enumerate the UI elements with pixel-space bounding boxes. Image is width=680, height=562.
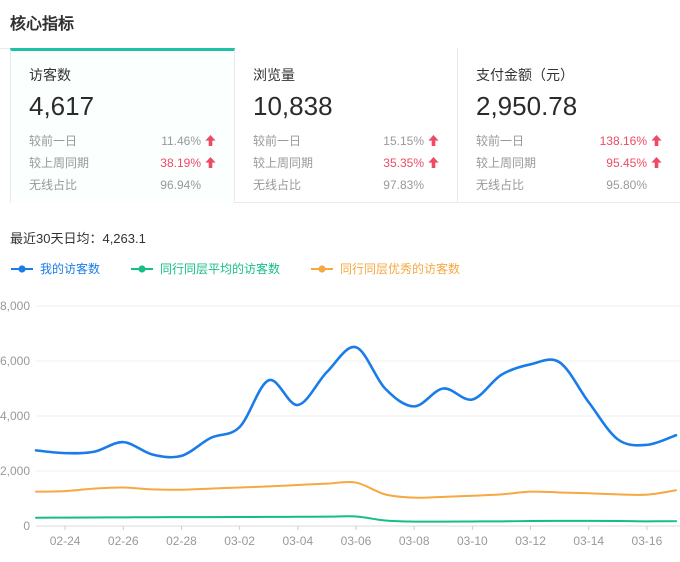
metric-row-label: 较上周同期: [476, 156, 537, 171]
y-axis-label: 4,000: [0, 409, 30, 423]
metric-row: 无线占比 95.80%: [476, 174, 662, 196]
tab-card-payment-amount[interactable]: 支付金额（元） 2,950.78 较前一日 138.16% 较上周同期 95.4…: [458, 48, 680, 203]
legend-item-my-visitors[interactable]: 我的访客数: [10, 260, 100, 277]
metric-row-value: 15.15%: [383, 133, 424, 148]
avg-30d-summary: 最近30天日均：4,263.1: [10, 231, 146, 246]
card-value: 2,950.78: [476, 91, 578, 121]
up-arrow-icon: [424, 135, 439, 147]
metric-row: 较上周同期 95.45%: [476, 152, 662, 174]
card-title: 访客数: [29, 67, 71, 83]
metric-tab-cards: 访客数 4,617 较前一日 11.46% 较上周同期 38.19% 无线占比 …: [0, 48, 680, 204]
metric-row-value: 38.19%: [160, 155, 201, 170]
metric-row-label: 无线占比: [29, 178, 78, 193]
metric-row-label: 较前一日: [29, 134, 78, 149]
x-axis-label: 03-06: [341, 534, 372, 548]
x-axis-label: 03-04: [282, 534, 313, 548]
metric-row-value: 138.16%: [599, 133, 647, 148]
y-axis-label: 2,000: [0, 464, 30, 478]
metric-row: 无线占比 97.83%: [253, 174, 439, 196]
series-line-1: [35, 515, 677, 523]
tab-card-pageviews[interactable]: 浏览量 10,838 较前一日 15.15% 较上周同期 35.35% 无线占比…: [235, 48, 458, 203]
metric-row-value: 96.94%: [160, 177, 201, 192]
legend-label: 同行同层优秀的访客数: [340, 262, 461, 276]
legend-label: 同行同层平均的访客数: [160, 262, 281, 276]
metric-row: 较上周同期 38.19%: [29, 152, 216, 174]
legend-label: 我的访客数: [40, 262, 101, 276]
x-axis-label: 03-02: [224, 534, 255, 548]
x-axis-label: 02-24: [50, 534, 81, 548]
x-axis-label: 03-14: [573, 534, 604, 548]
arrow-slot: [647, 179, 662, 191]
x-axis-label: 02-26: [108, 534, 139, 548]
metric-row: 较前一日 11.46%: [29, 130, 216, 152]
metric-row-value: 97.83%: [383, 177, 424, 192]
x-axis-label: 02-28: [166, 534, 197, 548]
x-axis-label: 03-16: [632, 534, 663, 548]
arrow-slot: [424, 179, 439, 191]
legend-item-peer-average[interactable]: 同行同层平均的访客数: [130, 260, 280, 277]
card-title: 支付金额（元）: [476, 67, 574, 83]
metric-row-value: 95.45%: [606, 155, 647, 170]
metric-row-label: 较上周同期: [29, 156, 90, 171]
card-value: 10,838: [253, 91, 333, 121]
up-arrow-icon: [201, 135, 216, 147]
y-axis-label: 0: [23, 519, 30, 533]
series-line-2: [35, 480, 677, 499]
up-arrow-icon: [424, 157, 439, 169]
metric-row: 无线占比 96.94%: [29, 174, 216, 196]
metric-row: 较上周同期 35.35%: [253, 152, 439, 174]
card-value: 4,617: [29, 91, 95, 121]
series-line-0: [34, 345, 678, 459]
x-axis-label: 03-08: [399, 534, 430, 548]
visitors-trend-line-chart[interactable]: 0 2,000 4,000 6,000 8,000 02-24 02-26 02-28 03-0…: [0, 292, 680, 562]
metric-row-label: 无线占比: [476, 178, 525, 193]
chart-legend: 我的访客数 同行同层平均的访客数 同行同层优秀的访客数: [10, 260, 490, 277]
metric-row: 较前一日 138.16%: [476, 130, 662, 152]
metric-row-label: 无线占比: [253, 178, 302, 193]
up-arrow-icon: [647, 135, 662, 147]
page-title: 核心指标: [10, 16, 75, 33]
tab-card-visitors[interactable]: 访客数 4,617 较前一日 11.46% 较上周同期 38.19% 无线占比 …: [10, 48, 235, 203]
metric-row-label: 较前一日: [253, 134, 302, 149]
x-axis-label: 03-10: [457, 534, 488, 548]
line-dot-icon: [11, 264, 33, 273]
card-title: 浏览量: [253, 67, 295, 83]
legend-item-peer-excellent[interactable]: 同行同层优秀的访客数: [310, 260, 460, 277]
metric-row-label: 较上周同期: [253, 156, 314, 171]
metric-row-value: 11.46%: [161, 133, 201, 148]
x-axis-label: 03-12: [515, 534, 546, 548]
metric-row-label: 较前一日: [476, 134, 525, 149]
y-axis-label: 8,000: [0, 299, 30, 313]
metric-row-value: 35.35%: [383, 155, 424, 170]
metric-row-value: 95.80%: [606, 177, 647, 192]
up-arrow-icon: [201, 157, 216, 169]
up-arrow-icon: [647, 157, 662, 169]
arrow-slot: [201, 179, 216, 191]
line-dot-icon: [131, 264, 154, 273]
line-dot-icon: [311, 264, 334, 273]
y-axis-label: 6,000: [0, 354, 30, 368]
metric-row: 较前一日 15.15%: [253, 130, 439, 152]
